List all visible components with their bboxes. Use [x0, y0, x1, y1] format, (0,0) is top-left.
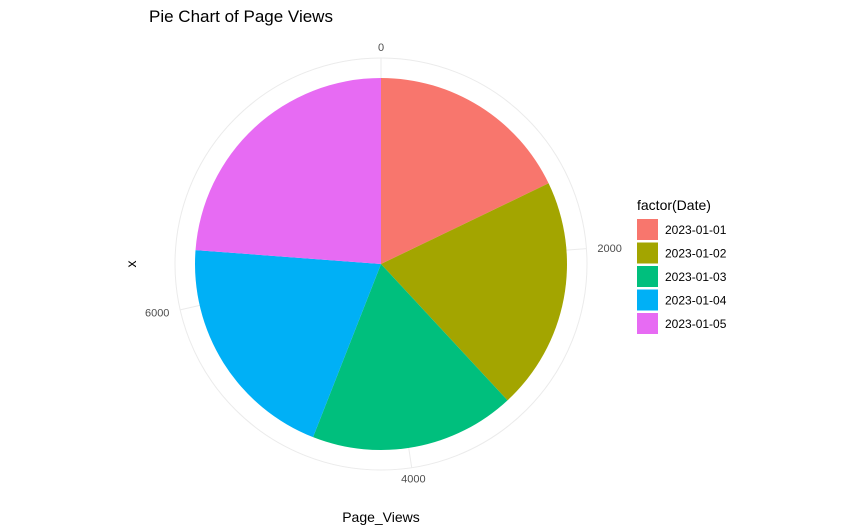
legend-key-2023-01-05	[637, 313, 658, 334]
legend-key-2023-01-02	[637, 242, 658, 264]
legend-key-2023-01-03	[637, 266, 658, 287]
theta-tick-label: 4000	[401, 474, 425, 486]
legend-key-2023-01-01	[637, 219, 658, 240]
legend-label-2023-01-01: 2023-01-01	[665, 223, 727, 237]
legend-label-2023-01-05: 2023-01-05	[665, 317, 727, 331]
theta-ticks: 0 2000 4000 6000	[145, 42, 622, 486]
legend-label-2023-01-03: 2023-01-03	[665, 270, 727, 284]
legend-key-2023-01-04	[637, 289, 658, 311]
y-axis-title: x	[123, 261, 139, 268]
pie-slice-2023-01-01	[381, 78, 549, 264]
legend-label-2023-01-04: 2023-01-04	[665, 294, 727, 308]
pie-slice-2023-01-04	[195, 250, 381, 438]
chart-title: Pie Chart of Page Views	[149, 7, 333, 26]
theta-tick-label: 2000	[597, 243, 621, 255]
legend-label-2023-01-02: 2023-01-02	[665, 247, 727, 261]
pie-slices	[195, 78, 567, 450]
theta-tick-label: 0	[378, 42, 384, 54]
legend-items: 2023-01-01 2023-01-02 2023-01-03 2023-01-04…	[637, 219, 727, 334]
pie-slice-2023-01-02	[381, 183, 567, 401]
pie-slice-2023-01-05	[195, 78, 381, 264]
pie-slice-2023-01-03	[313, 264, 508, 450]
theta-tick-label: 6000	[145, 307, 169, 319]
legend-title: factor(Date)	[637, 197, 711, 213]
legend: factor(Date) 2023-01-012023-01-022023-01…	[637, 197, 727, 334]
x-axis-title: Page_Views	[342, 509, 420, 525]
